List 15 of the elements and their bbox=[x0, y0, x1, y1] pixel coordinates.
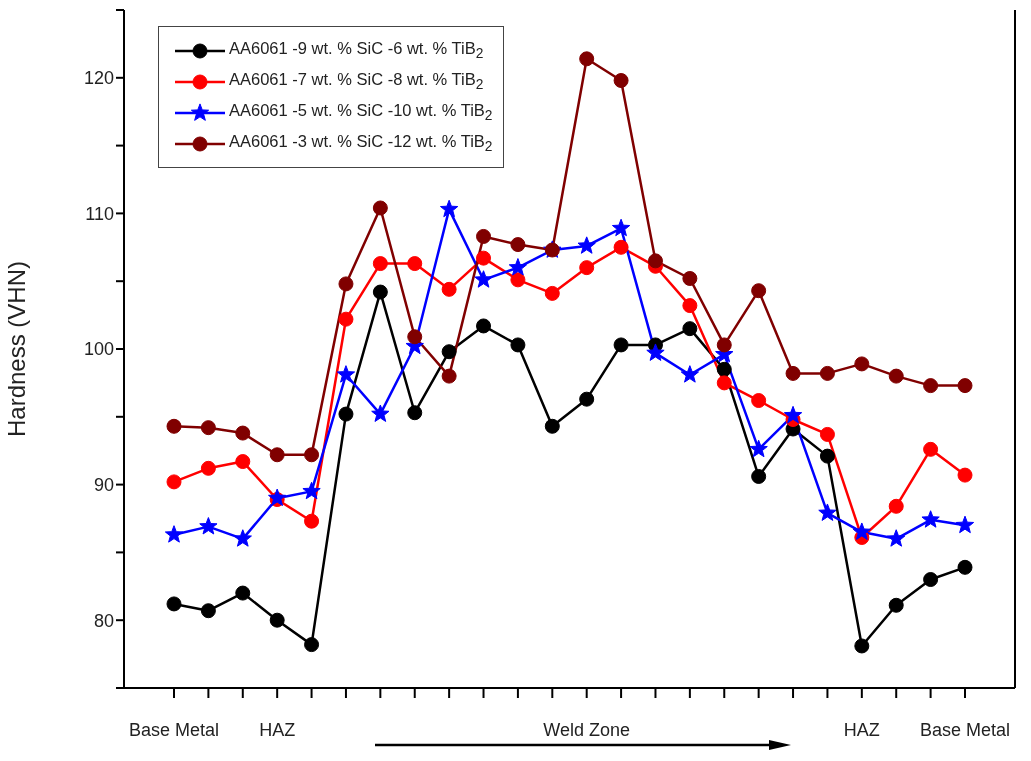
x-tick-label: Base Metal bbox=[128, 720, 220, 740]
legend-label: AA6061 -3 wt. % SiC -12 wt. % TiB$_{2}$ bbox=[229, 132, 493, 155]
y-axis-title: Hardness (VHN) bbox=[2, 260, 30, 438]
legend-label: AA6061 -5 wt. % SiC -10 wt. % TiB$_{2}$ bbox=[229, 101, 493, 124]
x-tick-label: HAZ bbox=[259, 720, 296, 740]
y-tick-label: 110 bbox=[85, 203, 114, 224]
y-tick-label: 100 bbox=[83, 339, 114, 360]
legend-label: AA6061 -9 wt. % SiC -6 wt. % TiB$_{2}$ bbox=[229, 39, 484, 62]
legend-label: AA6061 -7 wt. % SiC -8 wt. % TiB$_{2}$ bbox=[229, 70, 484, 93]
y-tick-label: 120 bbox=[83, 68, 114, 89]
y-tick-label: 90 bbox=[93, 474, 114, 495]
x-tick-label: Weld Zone bbox=[543, 720, 631, 740]
y-tick-label: 80 bbox=[93, 610, 114, 631]
x-tick-label: HAZ bbox=[843, 720, 880, 740]
x-tick-label: Base Metal bbox=[919, 720, 1011, 740]
